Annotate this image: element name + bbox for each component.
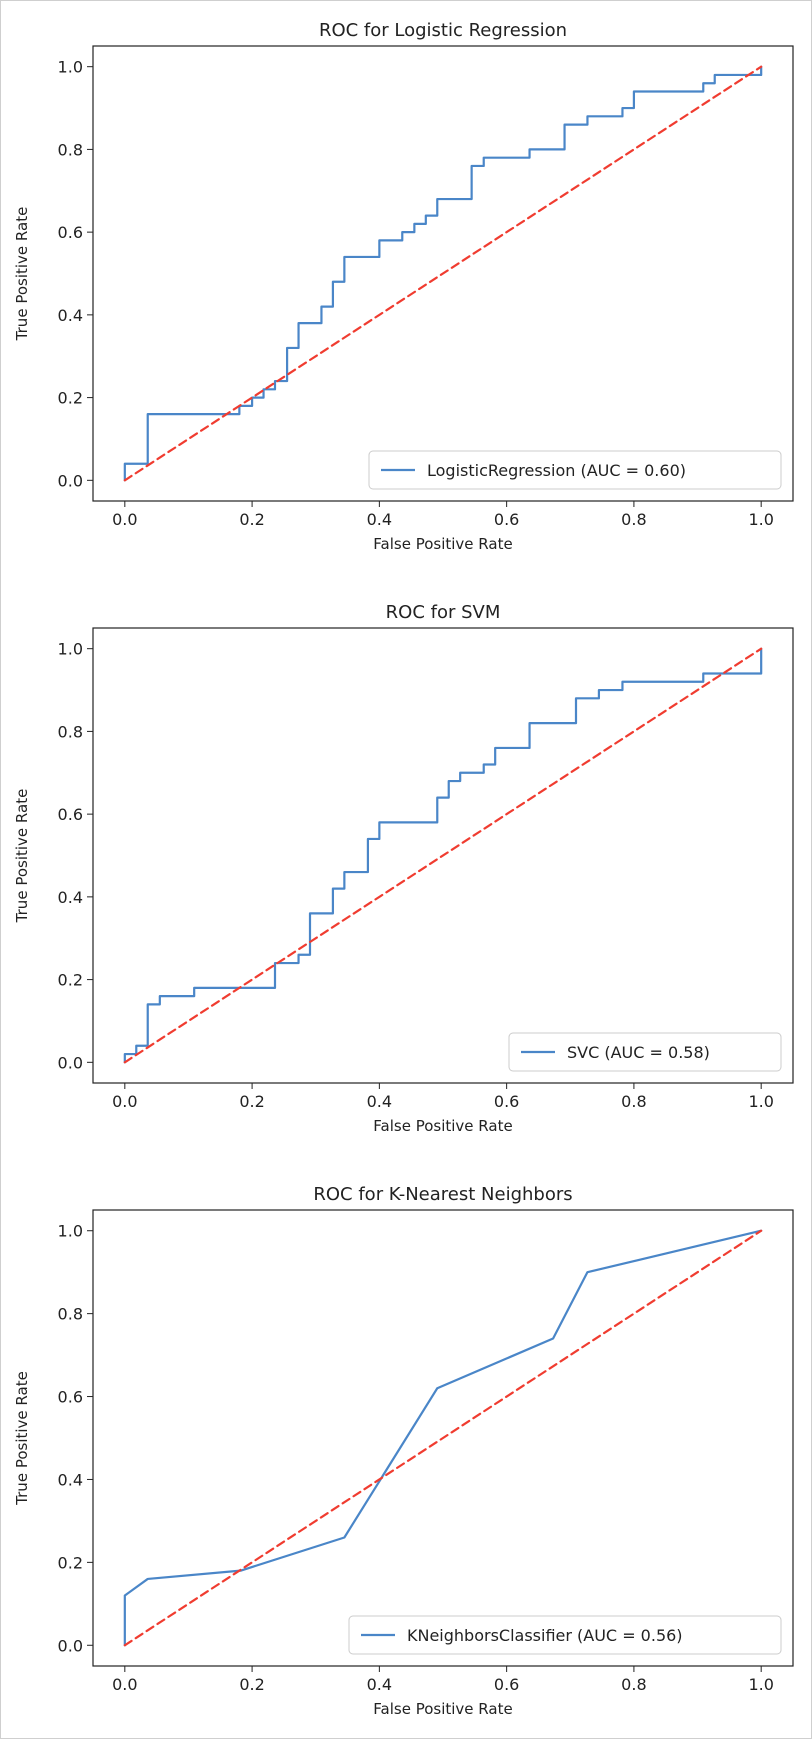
chart-panel-1: ROC for Logistic Regression 0.0 0.2 0.4 0.6 0… [13, 20, 794, 553]
plot-area-frame [92, 627, 794, 1084]
chance-diagonal-line [123, 65, 763, 482]
x-tick-label: 0.2 [239, 1675, 264, 1694]
x-tick-label: 0.4 [367, 1092, 392, 1111]
chance-diagonal-line [123, 647, 763, 1064]
x-tick-label: 0.2 [239, 1092, 264, 1111]
x-tick-label: 0.6 [494, 1092, 519, 1111]
x-tick-label: 0.4 [367, 1675, 392, 1694]
y-tick-label: 0.0 [58, 1636, 83, 1655]
y-tick-label: 0.2 [58, 389, 83, 408]
x-tick-label: 0.6 [494, 1675, 519, 1694]
roc-curve-line [123, 647, 763, 1064]
chart-legend: SVC (AUC = 0.58) [508, 1032, 782, 1072]
x-tick-label: 0.6 [494, 510, 519, 529]
y-tick-label: 0.4 [58, 306, 83, 325]
y-tick-label: 1.0 [58, 640, 83, 659]
x-tick-label: 0.0 [112, 1675, 137, 1694]
plot-area-frame [92, 45, 794, 502]
chart-legend: KNeighborsClassifier (AUC = 0.56) [348, 1615, 782, 1655]
chart-title: ROC for Logistic Regression [319, 20, 567, 41]
x-tick-label: 1.0 [748, 1675, 773, 1694]
y-axis-label: True Positive Rate [13, 789, 31, 924]
x-tick-label: 0.8 [621, 510, 646, 529]
y-tick-label: 0.8 [58, 140, 83, 159]
x-tick-label: 0.4 [367, 510, 392, 529]
chart-legend: LogisticRegression (AUC = 0.60) [368, 450, 782, 490]
y-tick-label: 0.8 [58, 722, 83, 741]
legend-entry-label: KNeighborsClassifier (AUC = 0.56) [407, 1626, 683, 1645]
x-tick-label: 1.0 [748, 510, 773, 529]
y-tick-label: 0.2 [58, 971, 83, 990]
y-tick-label: 0.6 [58, 1388, 83, 1407]
chart-panel-2: ROC for SVM 0.0 0.2 0.4 0.6 0.8 1.0 0.0 0.2 0.4 0.… [13, 602, 794, 1135]
y-axis-label: True Positive Rate [13, 207, 31, 342]
chart-panel-3: ROC for K-Nearest Neighbors 0.0 0.2 0.4 0.6 0… [13, 1184, 794, 1718]
x-tick-label: 0.8 [621, 1675, 646, 1694]
x-axis-label: False Positive Rate [373, 1117, 512, 1135]
x-tick-label: 0.8 [621, 1092, 646, 1111]
legend-box [508, 1032, 782, 1072]
y-tick-label: 0.4 [58, 888, 83, 907]
y-tick-label: 0.8 [58, 1305, 83, 1324]
y-tick-label: 0.4 [58, 1470, 83, 1489]
chance-diagonal-line [123, 1229, 763, 1647]
y-tick-label: 1.0 [58, 1222, 83, 1241]
roc-curve-line [123, 65, 763, 482]
x-axis-label: False Positive Rate [373, 535, 512, 553]
y-tick-label: 0.0 [58, 471, 83, 490]
plot-area-frame [92, 1209, 794, 1667]
chart-title: ROC for K-Nearest Neighbors [313, 1184, 572, 1205]
x-axis-label: False Positive Rate [373, 1700, 512, 1718]
legend-box [348, 1615, 782, 1655]
y-tick-label: 0.6 [58, 805, 83, 824]
x-tick-label: 1.0 [748, 1092, 773, 1111]
legend-box [368, 450, 782, 490]
y-tick-label: 0.0 [58, 1053, 83, 1072]
chart-title: ROC for SVM [386, 602, 501, 623]
x-tick-label: 0.2 [239, 510, 264, 529]
y-tick-label: 1.0 [58, 58, 83, 77]
legend-entry-label: SVC (AUC = 0.58) [567, 1043, 710, 1062]
y-tick-label: 0.6 [58, 223, 83, 242]
x-tick-label: 0.0 [112, 510, 137, 529]
roc-curve-line [123, 1229, 763, 1647]
y-axis-label: True Positive Rate [13, 1371, 31, 1506]
y-tick-label: 0.2 [58, 1553, 83, 1572]
legend-entry-label: LogisticRegression (AUC = 0.60) [427, 461, 686, 480]
x-tick-label: 0.0 [112, 1092, 137, 1111]
